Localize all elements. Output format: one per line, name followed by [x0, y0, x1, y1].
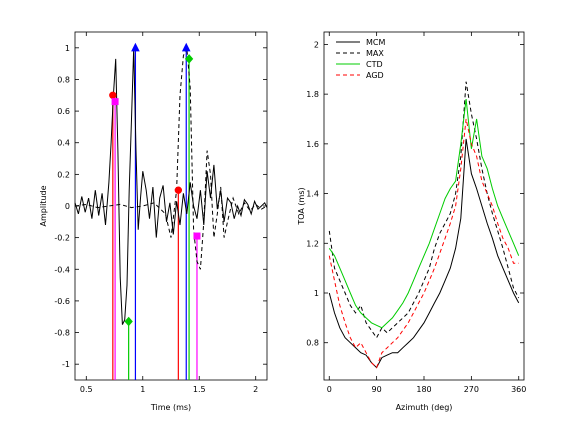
toa-plot-ylabel: TOA (ms) [297, 187, 306, 225]
amplitude-plot-ytick-label: 1 [65, 44, 70, 53]
amplitude-plot-square-marker [193, 232, 201, 240]
toa-plot-xtick-label: 90 [372, 385, 382, 394]
amplitude-plot-triangle-marker [131, 42, 140, 52]
toa-plot-legend: MCM MAX CTD AGD [336, 38, 385, 80]
amplitude-plot-xtick-label: 1.5 [193, 385, 206, 394]
amplitude-plot-markers [109, 42, 201, 327]
amplitude-plot-lines [74, 47, 268, 380]
toa-plot-ytick-label: 2 [314, 40, 319, 49]
amplitude-plot-xtick-label: 2 [253, 385, 258, 394]
toa-plot-xtick-label: 0 [327, 385, 332, 394]
toa-plot-series-mcm [328, 138, 520, 369]
amplitude-plot-diamond-marker [184, 54, 194, 64]
amplitude-plot-xtick-label: 0.5 [80, 385, 93, 394]
amplitude-plot-ytick-label: 0 [65, 202, 70, 211]
legend-label-max: MAX [366, 49, 384, 58]
toa-plot-ytick-label: 1 [314, 289, 319, 298]
toa-plot-frame [323, 31, 525, 381]
toa-plot-xtick-label: 270 [464, 385, 479, 394]
amplitude-plot-diamond-marker [124, 316, 133, 327]
amplitude-plot: 0.5 1 1.5 2 -1 -0.8 -0.6 -0.4 -0.2 0 0.2 0.4 0.6 0.8 1… [39, 31, 268, 412]
amplitude-plot-ytick-label: -1 [62, 360, 70, 369]
toa-plot-series-ctd [328, 99, 520, 329]
amplitude-plot-ytick-label: -0.6 [54, 297, 70, 306]
amplitude-plot-ytick-label: -0.2 [54, 234, 70, 243]
toa-plot-series-max [328, 81, 520, 339]
toa-plot-ytick-label: 1.8 [306, 90, 319, 99]
amplitude-plot-ytick-label: 0.6 [57, 107, 70, 116]
amplitude-plot-ylabel: Amplitude [39, 185, 48, 226]
toa-plot-ticks: 0 90 180 270 360 0.8 1 1.2 1.4 1.6 1.8 2 [306, 32, 526, 394]
legend-label-mcm: MCM [366, 38, 385, 47]
amplitude-plot-circle-marker [174, 186, 183, 194]
toa-plot-xlabel: Azimuth (deg) [396, 403, 453, 412]
amplitude-plot-series-0 [74, 47, 268, 325]
legend-label-ctd: CTD [366, 60, 383, 69]
toa-plot-xtick-label: 180 [416, 385, 431, 394]
toa-plot-lines [328, 81, 520, 369]
amplitude-plot-ytick-label: 0.4 [57, 139, 70, 148]
amplitude-plot-xtick-label: 1 [140, 385, 145, 394]
toa-plot: 0 90 180 270 360 0.8 1 1.2 1.4 1.6 1.8 2 MCM MAX CTD A… [297, 31, 526, 412]
toa-plot-ytick-label: 0.8 [306, 339, 319, 348]
amplitude-plot-ytick-label: -0.8 [54, 329, 70, 338]
amplitude-plot-circle-marker [109, 91, 117, 99]
toa-plot-ytick-label: 1.6 [306, 140, 319, 149]
amplitude-plot-ytick-label: 0.8 [57, 75, 70, 84]
amplitude-plot-ticks: 0.5 1 1.5 2 -1 -0.8 -0.6 -0.4 -0.2 0 0.2 0.4 0.6 0.8 1 [54, 32, 267, 394]
legend-label-agd: AGD [366, 71, 384, 80]
toa-plot-xtick-label: 360 [511, 385, 526, 394]
amplitude-plot-xlabel: Time (ms) [150, 403, 191, 412]
amplitude-plot-ytick-label: -0.4 [54, 265, 70, 274]
toa-plot-ytick-label: 1.4 [306, 190, 319, 199]
amplitude-plot-square-marker [111, 98, 119, 106]
toa-plot-ytick-label: 1.2 [306, 239, 319, 248]
amplitude-plot-triangle-marker [181, 42, 191, 52]
amplitude-plot-series-1 [74, 47, 268, 270]
amplitude-plot-ytick-label: 0.2 [57, 170, 70, 179]
